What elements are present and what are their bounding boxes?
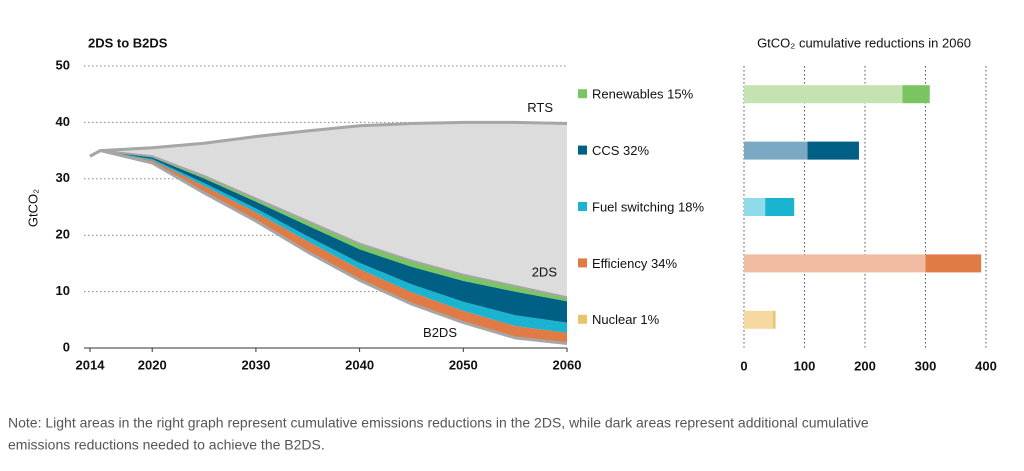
x-tick-label: 2014 xyxy=(76,357,106,372)
right-title: GtCO₂ cumulative reductions in 2060 xyxy=(757,35,971,50)
line xyxy=(89,120,568,158)
annotation: B2DS xyxy=(423,325,457,340)
annotation: RTS xyxy=(527,100,553,115)
rts-gap-area xyxy=(90,122,567,298)
legend-swatch xyxy=(578,89,587,99)
category-label: Renewables 15% xyxy=(592,87,694,102)
x-tick-label: 2050 xyxy=(449,357,478,372)
bar xyxy=(744,141,808,160)
legend-swatch xyxy=(578,258,587,268)
legend-swatch xyxy=(578,202,587,211)
annotation: 2DS xyxy=(532,265,558,280)
y-tick-label: 20 xyxy=(56,227,70,242)
bar xyxy=(925,254,982,273)
x-tick-label: 2040 xyxy=(345,357,374,372)
x-tick-label: 2060 xyxy=(553,357,582,372)
category-label: Nuclear 1% xyxy=(592,312,660,327)
y-tick-label: 0 xyxy=(63,339,70,354)
y-tick-label: 30 xyxy=(56,170,70,185)
category-label: Efficiency 34% xyxy=(592,256,677,271)
bar xyxy=(744,198,766,216)
wedge-area xyxy=(90,150,567,323)
bar xyxy=(744,254,926,273)
legend-swatch xyxy=(578,145,587,155)
bar xyxy=(765,198,795,216)
note: Note: Light areas in the right graph rep… xyxy=(8,415,869,431)
bar xyxy=(744,85,903,104)
bar xyxy=(773,310,776,329)
x-tick-label: 300 xyxy=(915,358,937,373)
bar xyxy=(807,141,859,160)
bar xyxy=(744,310,774,329)
x-tick-label: 400 xyxy=(975,358,997,373)
line xyxy=(89,149,568,345)
x-tick-label: 0 xyxy=(740,358,747,373)
x-tick-label: 2020 xyxy=(138,357,167,372)
y-axis-label: GtCO₂ xyxy=(25,189,40,227)
y-tick-label: 10 xyxy=(56,283,70,298)
y-tick-label: 50 xyxy=(56,57,70,72)
x-tick-label: 100 xyxy=(794,358,816,373)
x-tick-label: 200 xyxy=(854,358,876,373)
y-tick-label: 40 xyxy=(56,114,70,129)
left-title: 2DS to B2DS xyxy=(88,35,168,50)
note: emissions reductions needed to achieve t… xyxy=(8,437,325,453)
legend-swatch xyxy=(578,314,587,324)
bar xyxy=(902,85,930,104)
x-tick-label: 2030 xyxy=(241,357,270,372)
category-label: Fuel switching 18% xyxy=(592,199,704,214)
category-label: CCS 32% xyxy=(592,143,650,158)
stack-outline xyxy=(89,149,568,299)
